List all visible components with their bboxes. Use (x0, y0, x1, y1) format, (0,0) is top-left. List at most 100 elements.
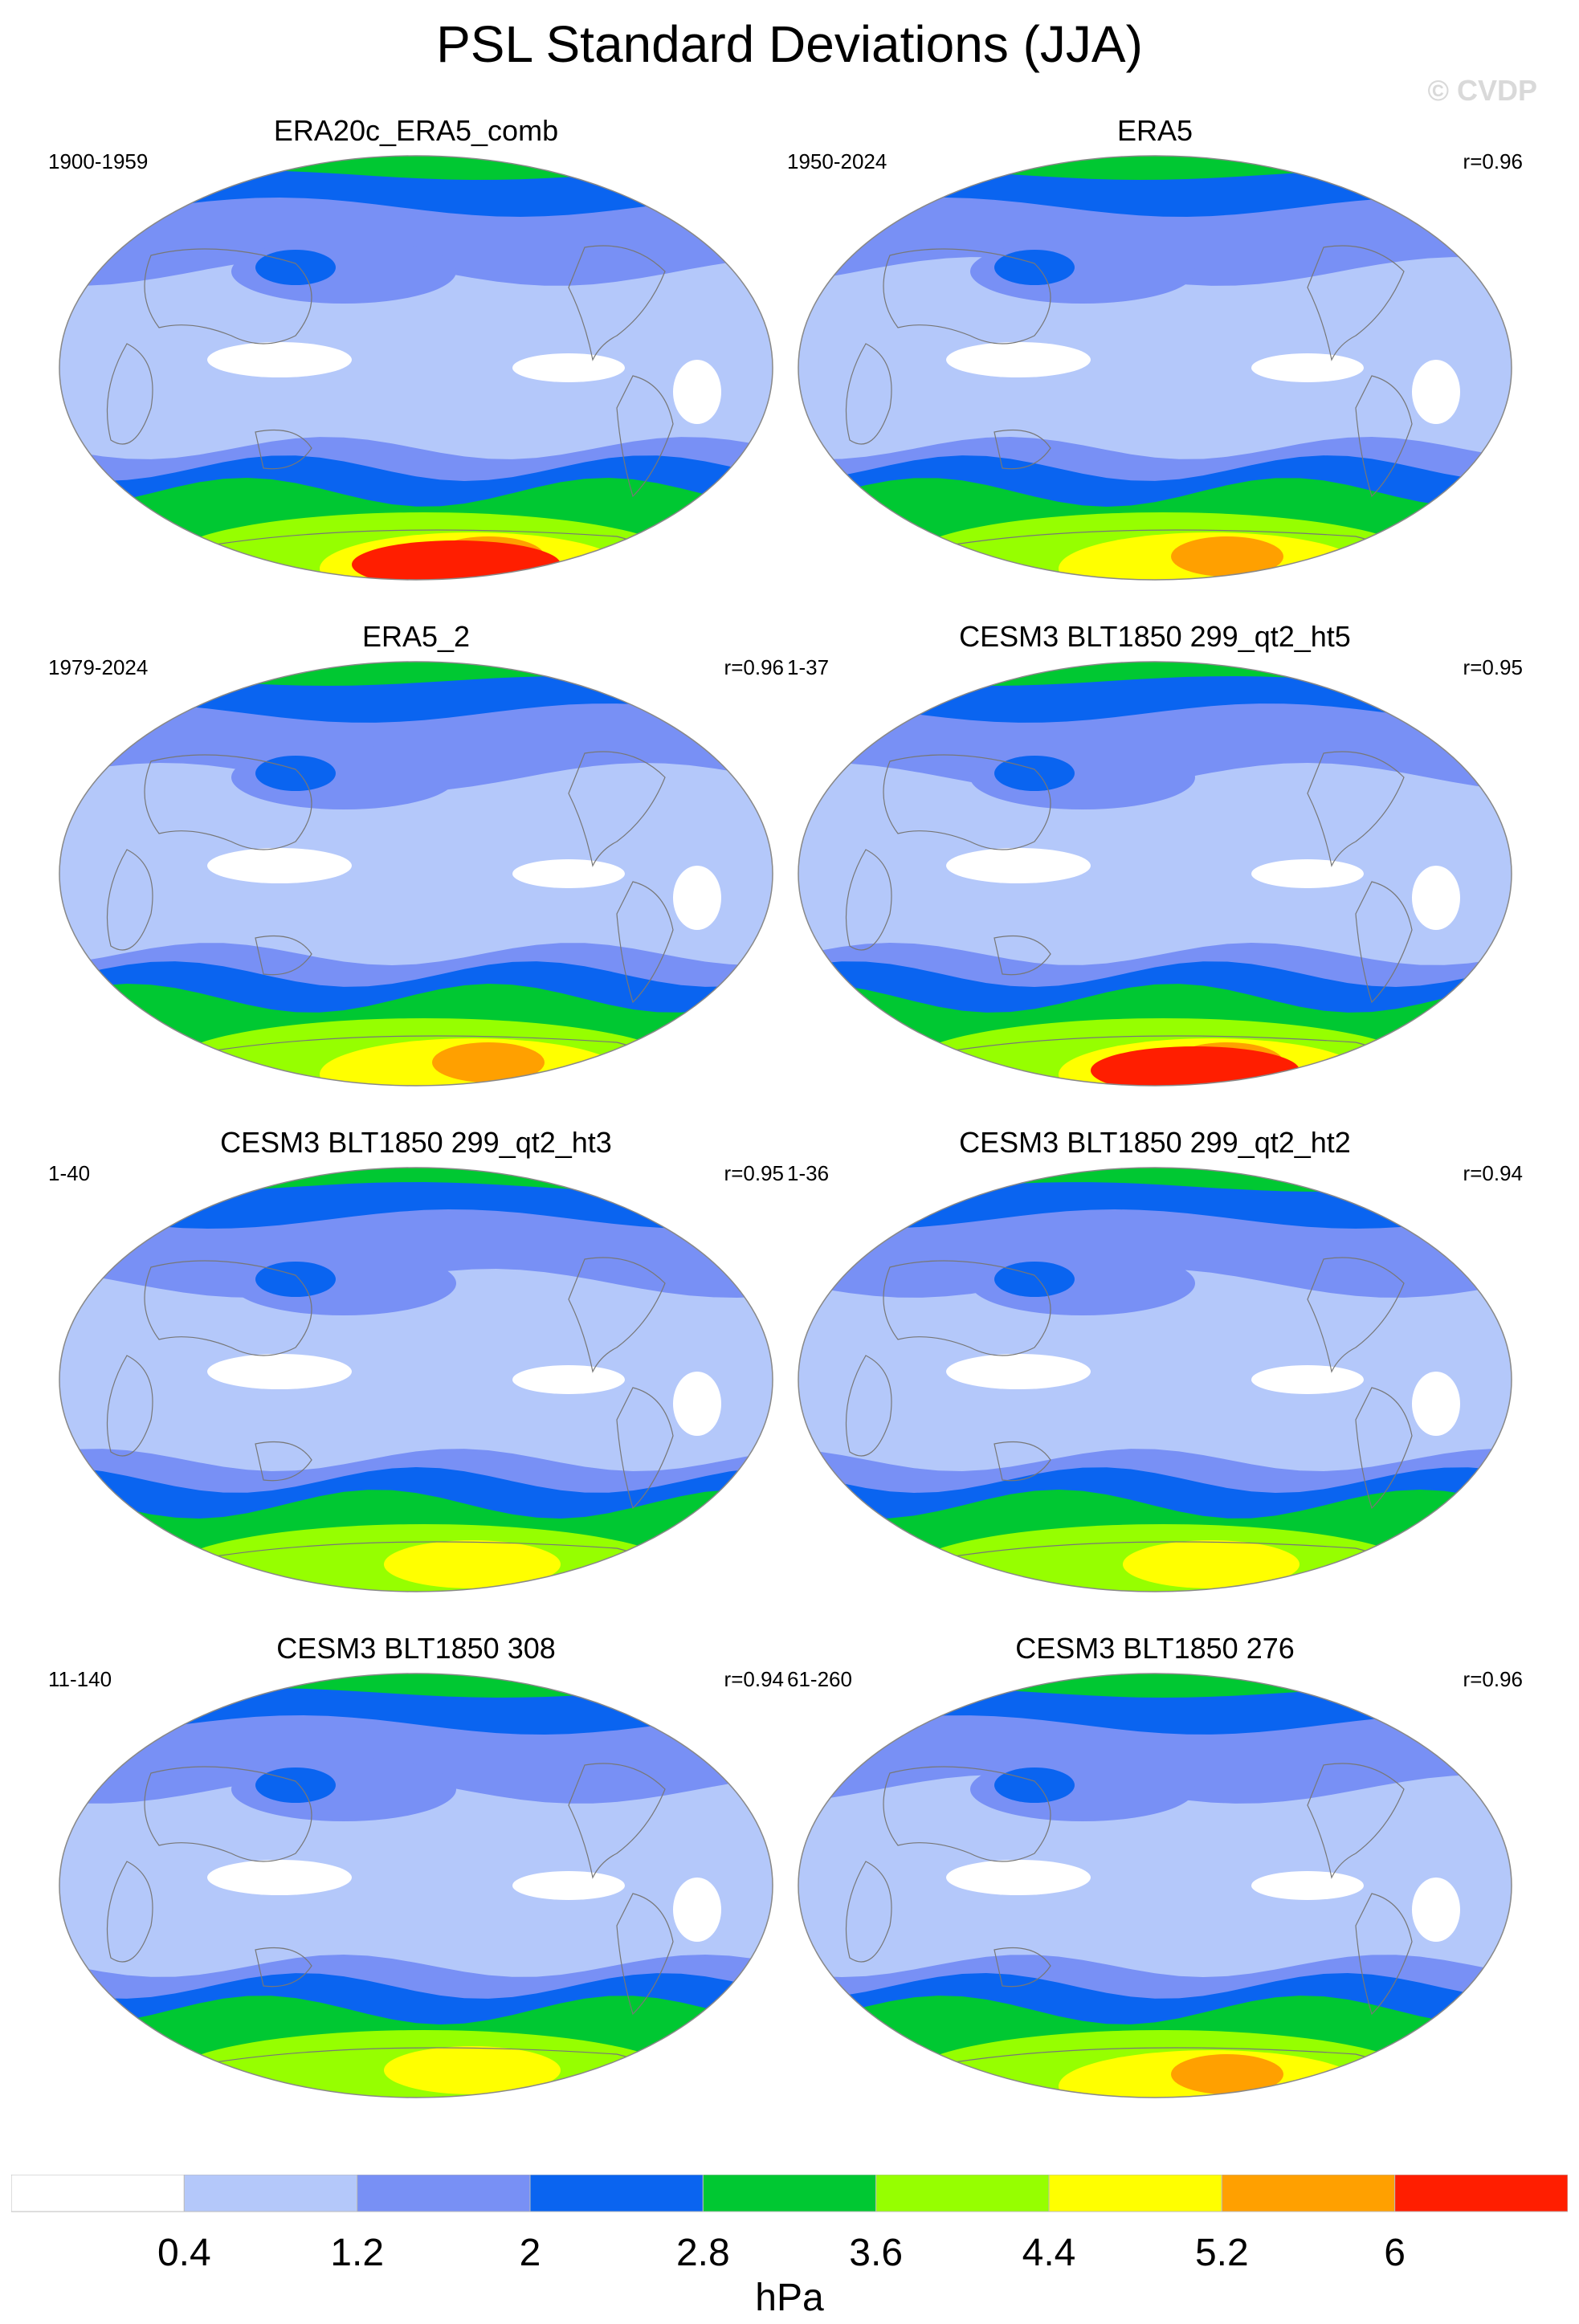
panel-correlation: r=0.95 (724, 1161, 784, 1185)
coastline-1 (1307, 751, 1405, 867)
panel-correlation: r=0.95 (1463, 655, 1523, 679)
tropic-low-2 (1251, 1365, 1364, 1394)
coastline-0 (883, 1766, 1051, 1862)
npac-core (255, 756, 336, 791)
map-outline (798, 661, 1512, 1087)
watermark: © CVDP (1427, 74, 1537, 107)
north-band-3 (798, 1168, 1512, 1229)
tropic-low-1 (207, 848, 352, 883)
map-plot (798, 661, 1512, 1087)
coastline-0 (883, 1260, 1051, 1356)
tropic-low-2 (512, 353, 625, 382)
panel-title: CESM3 BLT1850 299_qt2_ht2 (959, 1126, 1351, 1159)
colorbar-segment (11, 2175, 185, 2212)
npac-core (255, 1262, 336, 1297)
panel-title: ERA20c_ERA5_comb (273, 114, 559, 147)
colorbar-segment (1221, 2175, 1396, 2212)
map-plot (798, 1673, 1512, 2098)
tropic-low-3 (1412, 360, 1460, 424)
coastline-4 (994, 1947, 1051, 1988)
coastline-1 (568, 1257, 666, 1373)
south-level-6 (384, 2046, 561, 2094)
coastline-2 (616, 1893, 674, 2016)
map-plot (798, 155, 1512, 581)
coastline-3 (845, 1861, 892, 1963)
panel-period: 1979-2024 (48, 655, 149, 679)
coastline-1 (1307, 1257, 1405, 1373)
colorbar-segment (183, 2175, 358, 2212)
tropic-low-3 (1412, 1372, 1460, 1436)
panel-period: 1-40 (48, 1161, 91, 1185)
tropic-low-3 (1412, 866, 1460, 930)
panel-period: 1950-2024 (787, 149, 887, 173)
colorbar-segment (357, 2175, 531, 2212)
coastline-4 (255, 1441, 312, 1482)
map-panel: ERA20c_ERA5_comb 1900-1959 (47, 114, 785, 588)
coastline-1 (568, 1763, 666, 1879)
coastline-3 (106, 343, 153, 445)
panel-period: 1-36 (787, 1161, 830, 1185)
panel-title: CESM3 BLT1850 299_qt2_ht5 (959, 620, 1351, 653)
npac-core (994, 1262, 1075, 1297)
npac-core (255, 1767, 336, 1803)
coastline-2 (616, 1387, 674, 1510)
tropic-low-2 (512, 859, 625, 888)
colorbar-tick-label: 1.2 (330, 2232, 385, 2274)
map-outline (59, 661, 773, 1087)
tropic-low-1 (946, 342, 1091, 377)
tropic-low-1 (207, 1354, 352, 1389)
tropic-low-1 (946, 848, 1091, 883)
map-plot (59, 661, 773, 1087)
coastline-4 (255, 1947, 312, 1988)
map-panel: CESM3 BLT1850 299_qt2_ht2 1-36 r=0.94 (785, 1126, 1524, 1600)
tropic-low-2 (1251, 1871, 1364, 1900)
south-level-7 (1171, 2054, 1283, 2094)
coastline-3 (106, 1861, 153, 1963)
coastline-4 (255, 936, 312, 976)
map-plot (59, 155, 773, 581)
tropic-low-3 (1412, 1878, 1460, 1942)
coastline-3 (845, 1355, 892, 1457)
south-level-7 (432, 1042, 545, 1082)
coastline-1 (568, 751, 666, 867)
panel-period: 11-140 (48, 1667, 112, 1691)
coastline-2 (1355, 375, 1413, 498)
colorbar-tick-label: 3.6 (849, 2232, 904, 2274)
panel-correlation: r=0.94 (724, 1667, 784, 1691)
colorbar-tick-label: 5.2 (1194, 2232, 1249, 2274)
south-level-6 (1123, 1540, 1300, 1588)
tropic-low-1 (946, 1860, 1091, 1895)
map-outline (59, 1167, 773, 1592)
tropic-low-3 (673, 1372, 721, 1436)
coastline-4 (994, 429, 1051, 470)
map-outline (798, 155, 1512, 581)
panel-period: 1900-1959 (48, 149, 149, 173)
map-panel: ERA5 1950-2024 r=0.96 (785, 114, 1524, 588)
coastline-0 (144, 248, 312, 345)
colorbar-tick-label: 6 (1384, 2232, 1406, 2274)
coastline-2 (1355, 881, 1413, 1004)
panel-correlation: r=0.96 (1463, 149, 1523, 173)
colorbar (11, 2175, 1568, 2212)
coastline-2 (616, 881, 674, 1004)
coastline-1 (568, 245, 666, 361)
panel-correlation: r=0.94 (1463, 1161, 1523, 1185)
tropic-low-1 (207, 342, 352, 377)
map-plot (59, 1673, 773, 2098)
coastline-2 (1355, 1893, 1413, 2016)
tropic-low-3 (673, 360, 721, 424)
npac-core (994, 250, 1075, 285)
coastline-0 (144, 1260, 312, 1356)
colorbar-segment (702, 2175, 877, 2212)
map-plot (798, 1167, 1512, 1592)
coastline-0 (883, 248, 1051, 345)
npac-core (994, 1767, 1075, 1803)
panel-correlation: r=0.96 (1463, 1667, 1523, 1691)
coastline-4 (994, 936, 1051, 976)
tropic-low-1 (207, 1860, 352, 1895)
colorbar-tick-label: 2 (519, 2232, 541, 2274)
coastline-3 (845, 343, 892, 445)
colorbar-units: hPa (755, 2277, 824, 2319)
coastline-1 (1307, 1763, 1405, 1879)
tropic-low-2 (512, 1871, 625, 1900)
